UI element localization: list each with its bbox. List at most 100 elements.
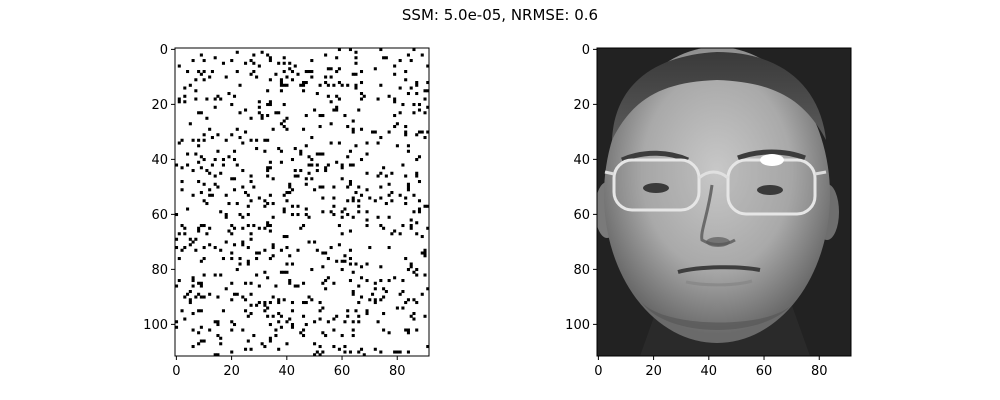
noise-pixel	[404, 202, 408, 206]
noise-pixel	[412, 312, 416, 316]
noise-pixel	[365, 262, 369, 266]
noise-pixel	[266, 169, 270, 173]
noise-pixel	[235, 163, 239, 167]
noise-pixel	[310, 158, 314, 162]
noise-pixel	[230, 257, 234, 261]
noise-pixel	[257, 100, 261, 104]
noise-pixel	[365, 152, 369, 156]
noise-pixel	[191, 240, 195, 244]
noise-pixel	[379, 48, 383, 52]
noise-pixel	[412, 193, 416, 197]
left-axis-ticks: 0 20 40 60 80 0 20 40 60 80 100	[143, 43, 405, 379]
noise-pixel	[177, 64, 181, 68]
noise-pixel	[326, 320, 330, 324]
noise-pixel	[420, 130, 424, 134]
noise-pixel	[266, 221, 270, 225]
noise-pixel	[404, 78, 408, 82]
noise-pixel	[263, 345, 267, 349]
noise-pixel	[216, 133, 220, 137]
noise-pixel	[310, 136, 314, 140]
noise-pixel	[354, 191, 358, 195]
noise-pixel	[244, 130, 248, 134]
noise-pixel	[393, 72, 397, 76]
noise-pixel	[266, 114, 270, 118]
noise-pixel	[219, 210, 223, 214]
noise-pixel	[252, 224, 256, 228]
noise-pixel	[357, 301, 361, 305]
noise-pixel	[268, 339, 272, 343]
noise-pixel	[426, 64, 429, 68]
noise-pixel	[290, 204, 295, 208]
noise-pixel	[321, 152, 325, 156]
noise-pixel	[266, 276, 270, 280]
noise-pixel	[387, 331, 391, 335]
noise-pixel	[213, 182, 217, 186]
noise-pixel	[318, 185, 322, 189]
noise-pixel	[266, 103, 270, 107]
noise-pixel	[310, 59, 314, 63]
noise-pixel	[318, 309, 322, 313]
noise-pixel	[279, 83, 283, 87]
noise-pixel	[268, 257, 272, 261]
noise-pixel	[426, 345, 429, 349]
noise-pixel	[230, 320, 234, 324]
noise-pixel	[329, 210, 333, 214]
noise-pixel	[277, 312, 281, 316]
noise-pixel	[266, 224, 270, 228]
noise-pixel	[277, 298, 281, 302]
noise-pixel	[304, 301, 308, 305]
noise-pixel	[354, 262, 358, 266]
noise-pixel	[255, 303, 259, 307]
noise-pixel	[266, 306, 270, 310]
noise-pixel	[296, 72, 300, 76]
noise-pixel	[285, 116, 289, 120]
noise-pixel	[423, 204, 427, 208]
noise-pixel	[348, 279, 352, 283]
noise-pixel	[404, 301, 408, 305]
noise-pixel	[348, 163, 352, 167]
noise-pixel	[412, 270, 416, 274]
noise-pixel	[387, 94, 391, 98]
noise-pixel	[202, 295, 206, 299]
noise-pixel	[302, 127, 306, 131]
noise-pixel	[337, 67, 341, 71]
noise-pixel	[252, 334, 256, 338]
x-tick-label: 40	[279, 364, 296, 379]
noise-pixel	[221, 309, 225, 313]
noise-pixel	[249, 281, 253, 285]
noise-pixel	[423, 89, 427, 93]
noise-pixel	[191, 193, 195, 197]
noise-pixel	[337, 243, 341, 247]
noise-pixel	[335, 94, 339, 98]
noise-pixel	[202, 257, 206, 261]
noise-pixel	[288, 279, 292, 283]
noise-pixel	[357, 108, 361, 112]
noise-pixel	[288, 67, 292, 71]
x-tick-label: 0	[594, 364, 602, 379]
noise-pixel	[393, 114, 397, 118]
noise-pixel	[221, 158, 225, 162]
noise-pixel	[268, 166, 272, 170]
noise-pixel	[205, 169, 209, 173]
noise-pixel	[365, 210, 369, 214]
noise-pixel	[373, 67, 377, 71]
noise-pixel	[398, 59, 402, 63]
noise-pixel	[279, 270, 283, 274]
noise-pixel	[340, 177, 344, 181]
noise-pixel	[404, 70, 408, 74]
noise-pixel	[401, 163, 405, 167]
noise-pixel	[191, 138, 195, 142]
noise-pixel	[199, 325, 203, 329]
noise-pixel	[268, 336, 272, 340]
noise-pixel	[282, 83, 286, 87]
noise-pixel	[288, 191, 292, 195]
noise-pixel	[293, 147, 297, 151]
noise-pixel	[384, 290, 388, 294]
noise-pixel	[404, 196, 408, 200]
noise-pixel	[404, 133, 408, 137]
noise-pixel	[202, 246, 206, 250]
noise-pixel	[249, 347, 253, 351]
noise-pixel	[191, 169, 195, 173]
noise-pixel	[288, 185, 292, 189]
axes-frame	[174, 47, 430, 357]
